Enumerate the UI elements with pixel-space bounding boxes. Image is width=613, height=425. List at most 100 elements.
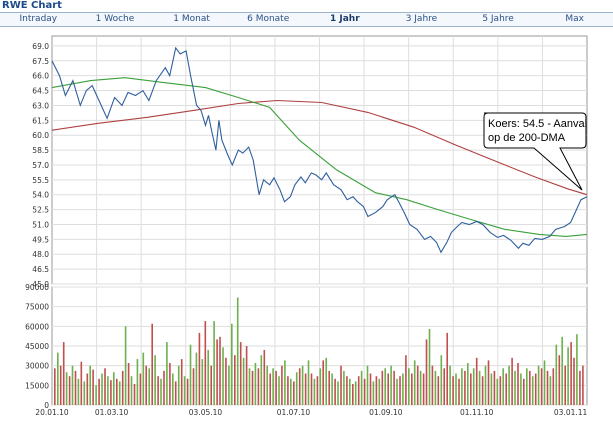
volume-bar xyxy=(113,372,115,405)
volume-bar xyxy=(272,368,274,405)
volume-tick-label: 30000 xyxy=(25,362,49,371)
volume-bar xyxy=(390,365,392,405)
tab-intraday[interactable]: Intraday xyxy=(19,14,58,24)
volume-bar xyxy=(378,378,381,405)
volume-bar xyxy=(537,365,540,405)
tab-5-jahre[interactable]: 5 Jahre xyxy=(482,14,514,24)
volume-bar xyxy=(517,363,519,405)
volume-bar xyxy=(142,352,145,405)
volume-bar xyxy=(511,357,513,405)
volume-bar xyxy=(381,370,384,405)
volume-bar xyxy=(349,378,351,405)
volume-bar xyxy=(558,355,561,405)
volume-bar xyxy=(567,347,569,405)
volume-bar xyxy=(298,368,301,405)
volume-bar xyxy=(396,378,398,405)
volume-bar xyxy=(177,365,180,405)
volume-bar xyxy=(118,381,121,405)
volume-bar xyxy=(408,368,410,405)
volume-bar xyxy=(189,344,192,405)
volume-bar xyxy=(284,360,286,405)
volume-bar xyxy=(151,323,154,405)
volume-bar xyxy=(124,326,127,405)
price-tick-label: 55.5 xyxy=(32,176,49,185)
volume-bar xyxy=(458,378,460,405)
volume-bar xyxy=(207,349,210,405)
volume-bars xyxy=(54,297,584,405)
volume-bar xyxy=(514,370,516,405)
volume-bar xyxy=(310,373,313,405)
volume-bar xyxy=(104,368,106,405)
callout-bubble xyxy=(483,112,587,191)
volume-bar xyxy=(219,336,221,405)
volume-bar xyxy=(443,368,446,405)
volume-bar xyxy=(242,357,245,405)
volume-bar xyxy=(493,370,496,405)
volume-bar xyxy=(172,373,174,405)
volume-bar xyxy=(116,378,118,405)
volume-bar xyxy=(325,357,328,405)
volume-bar xyxy=(322,360,325,405)
volume-bar xyxy=(260,355,263,405)
volume-bar xyxy=(266,365,269,405)
volume-bar xyxy=(520,373,522,405)
volume-bar xyxy=(340,365,342,405)
volume-bar xyxy=(169,363,171,405)
volume-bar xyxy=(428,329,431,405)
volume-bar xyxy=(546,370,549,405)
volume-bar xyxy=(540,368,543,405)
volume-bar xyxy=(360,370,363,405)
ma-short-line xyxy=(51,77,588,237)
volume-bar xyxy=(290,378,292,405)
volume-bar xyxy=(269,373,272,405)
tab-max[interactable]: Max xyxy=(565,14,584,24)
price-tick-label: 58.5 xyxy=(32,146,49,155)
volume-bar xyxy=(316,376,319,405)
volume-bar xyxy=(529,370,531,405)
volume-bar xyxy=(301,365,304,405)
price-tick-label: 48.0 xyxy=(32,250,49,259)
price-tick-label: 63.0 xyxy=(32,101,49,110)
volume-bar xyxy=(393,370,395,405)
volume-bar xyxy=(130,376,133,405)
volume-bar xyxy=(225,357,227,405)
volume-bar xyxy=(319,368,322,405)
tab-1-monat[interactable]: 1 Monat xyxy=(173,14,210,24)
x-tick-label: 20.01.10 xyxy=(35,408,69,417)
volume-bar xyxy=(236,297,239,405)
volume-bar xyxy=(399,376,401,405)
volume-bar xyxy=(449,365,451,405)
volume-bar xyxy=(133,384,136,405)
volume-bar xyxy=(416,365,419,405)
volume-bar xyxy=(245,346,248,405)
volume-bar xyxy=(213,321,215,405)
volume-bar xyxy=(419,370,422,405)
volume-bar xyxy=(278,376,280,405)
tab-3-jahre[interactable]: 3 Jahre xyxy=(405,14,438,24)
volume-bar xyxy=(337,381,339,405)
tab-6-monate[interactable]: 6 Monate xyxy=(247,14,290,24)
volume-bar xyxy=(352,384,354,405)
price-tick-label: 54.0 xyxy=(32,191,49,200)
volume-bar xyxy=(275,370,277,405)
volume-bar xyxy=(475,357,478,405)
volume-bar xyxy=(543,360,546,405)
volume-bar xyxy=(446,332,449,405)
volume-bar xyxy=(204,321,207,405)
price-tick-label: 45.0 xyxy=(32,280,49,289)
volume-bar xyxy=(508,365,510,405)
tab-1-jahr[interactable]: 1 Jahr xyxy=(329,14,360,24)
volume-bar xyxy=(375,376,378,405)
volume-bar xyxy=(248,368,251,405)
volume-bar xyxy=(481,376,484,405)
volume-bar xyxy=(263,349,266,405)
price-tick-label: 57.0 xyxy=(32,161,49,170)
volume-bar xyxy=(192,368,195,405)
volume-bar xyxy=(411,373,413,405)
tab-1-woche[interactable]: 1 Woche xyxy=(95,14,135,24)
volume-bar xyxy=(499,376,502,405)
volume-bar xyxy=(71,365,74,405)
volume-bar xyxy=(573,357,575,405)
volume-bar xyxy=(490,373,493,405)
